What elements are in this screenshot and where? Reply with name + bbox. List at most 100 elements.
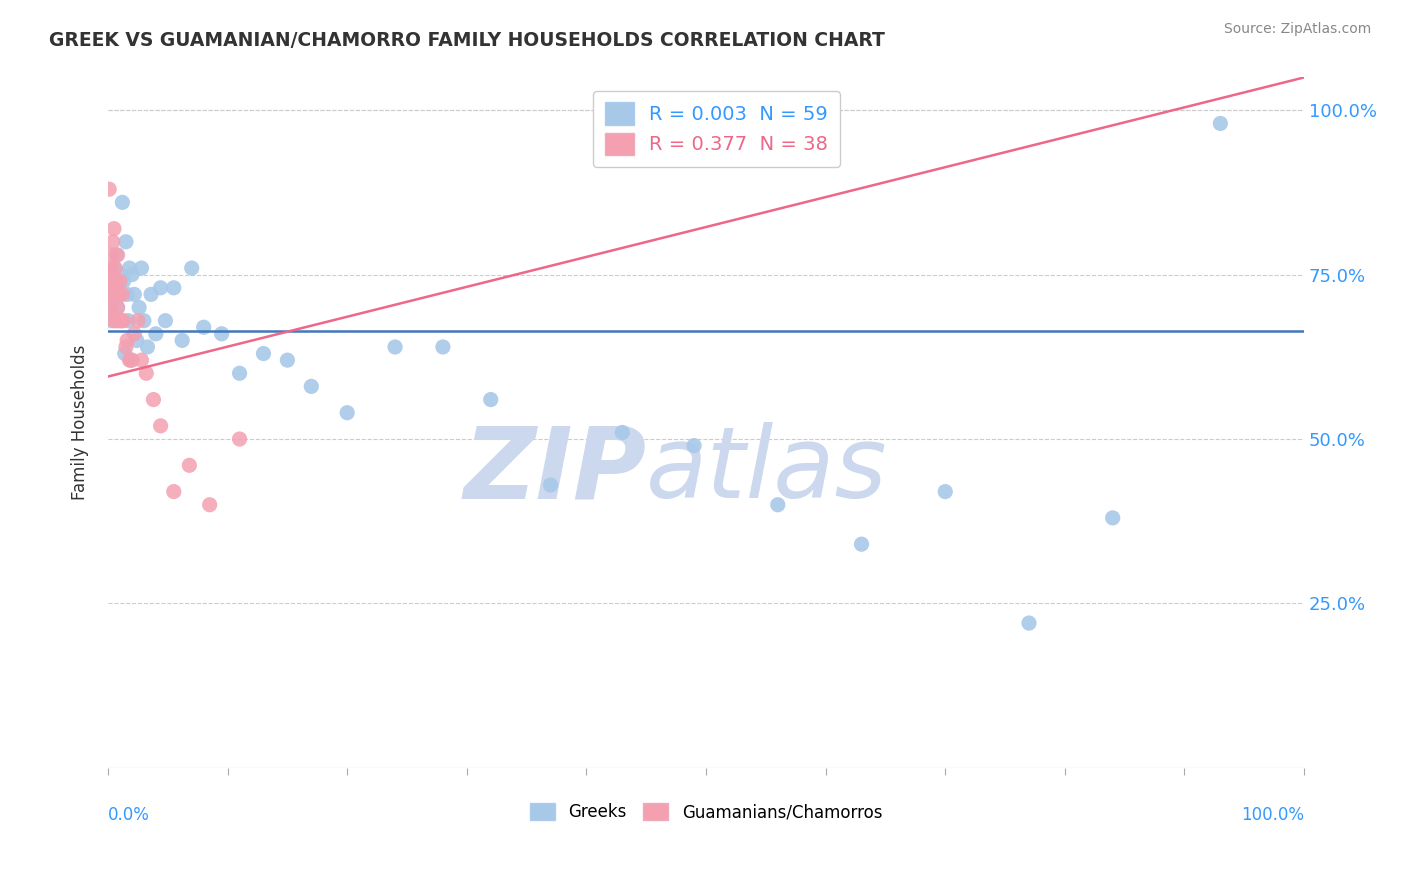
Point [105,248,128,262]
Point [131,261,153,276]
Point [103,293,125,308]
Point [107,281,129,295]
Point [121,353,143,368]
Point [100,248,122,262]
Point [118,353,141,368]
Point [107,274,129,288]
Point [179,458,201,473]
Point [1018,616,1040,631]
Point [110,314,132,328]
Point [193,320,215,334]
Point [104,274,127,288]
Point [115,235,138,249]
Point [198,498,221,512]
Point [103,261,125,276]
Point [125,334,148,348]
Point [103,314,125,328]
Point [107,314,129,328]
Point [105,274,128,288]
Point [100,261,122,276]
Point [101,281,124,295]
Point [124,287,146,301]
Point [211,326,233,341]
Point [180,261,202,276]
Point [139,287,162,301]
Point [103,274,125,288]
Point [155,314,177,328]
Text: 0.0%: 0.0% [108,805,150,823]
Point [149,418,172,433]
Point [107,301,129,315]
Point [100,301,122,315]
Point [108,268,131,282]
Point [128,301,150,315]
Point [540,478,562,492]
Point [934,484,956,499]
Text: GREEK VS GUAMANIAN/CHAMORRO FAMILY HOUSEHOLDS CORRELATION CHART: GREEK VS GUAMANIAN/CHAMORRO FAMILY HOUSE… [49,31,886,50]
Point [132,314,155,328]
Point [104,307,127,321]
Text: atlas: atlas [647,423,887,519]
Point [108,274,131,288]
Point [131,353,153,368]
Point [1101,511,1123,525]
Point [163,484,186,499]
Point [112,274,135,288]
Point [228,366,250,380]
Point [135,366,157,380]
Point [107,287,129,301]
Point [111,287,134,301]
Point [115,334,138,348]
Point [108,287,131,301]
Point [1209,116,1232,130]
Point [299,379,322,393]
Point [252,346,274,360]
Point [172,334,194,348]
Point [98,274,121,288]
Point [118,261,141,276]
Point [103,221,125,235]
Point [115,287,138,301]
Point [124,326,146,341]
Point [432,340,454,354]
Point [384,340,406,354]
Point [117,314,139,328]
Point [121,268,143,282]
Point [98,182,121,196]
Point [145,326,167,341]
Point [142,392,165,407]
Point [100,287,122,301]
Text: Source: ZipAtlas.com: Source: ZipAtlas.com [1223,22,1371,37]
Point [107,248,129,262]
Legend: Greeks, Guamanians/Chamorros: Greeks, Guamanians/Chamorros [530,804,882,822]
Point [276,353,298,368]
Point [100,268,122,282]
Point [683,439,706,453]
Point [336,406,359,420]
Point [112,314,135,328]
Point [136,340,159,354]
Point [100,274,122,288]
Point [105,287,128,301]
Point [115,340,138,354]
Point [149,281,172,295]
Point [101,235,124,249]
Text: 100.0%: 100.0% [1241,805,1305,823]
Text: ZIP: ZIP [463,423,647,519]
Point [114,346,136,360]
Y-axis label: Family Households: Family Households [72,345,89,500]
Point [120,353,142,368]
Point [228,432,250,446]
Point [110,314,132,328]
Point [101,274,124,288]
Point [851,537,873,551]
Point [163,281,186,295]
Point [766,498,789,512]
Point [100,301,122,315]
Point [100,314,122,328]
Point [612,425,634,440]
Point [105,314,128,328]
Point [98,287,121,301]
Point [104,287,127,301]
Point [111,195,134,210]
